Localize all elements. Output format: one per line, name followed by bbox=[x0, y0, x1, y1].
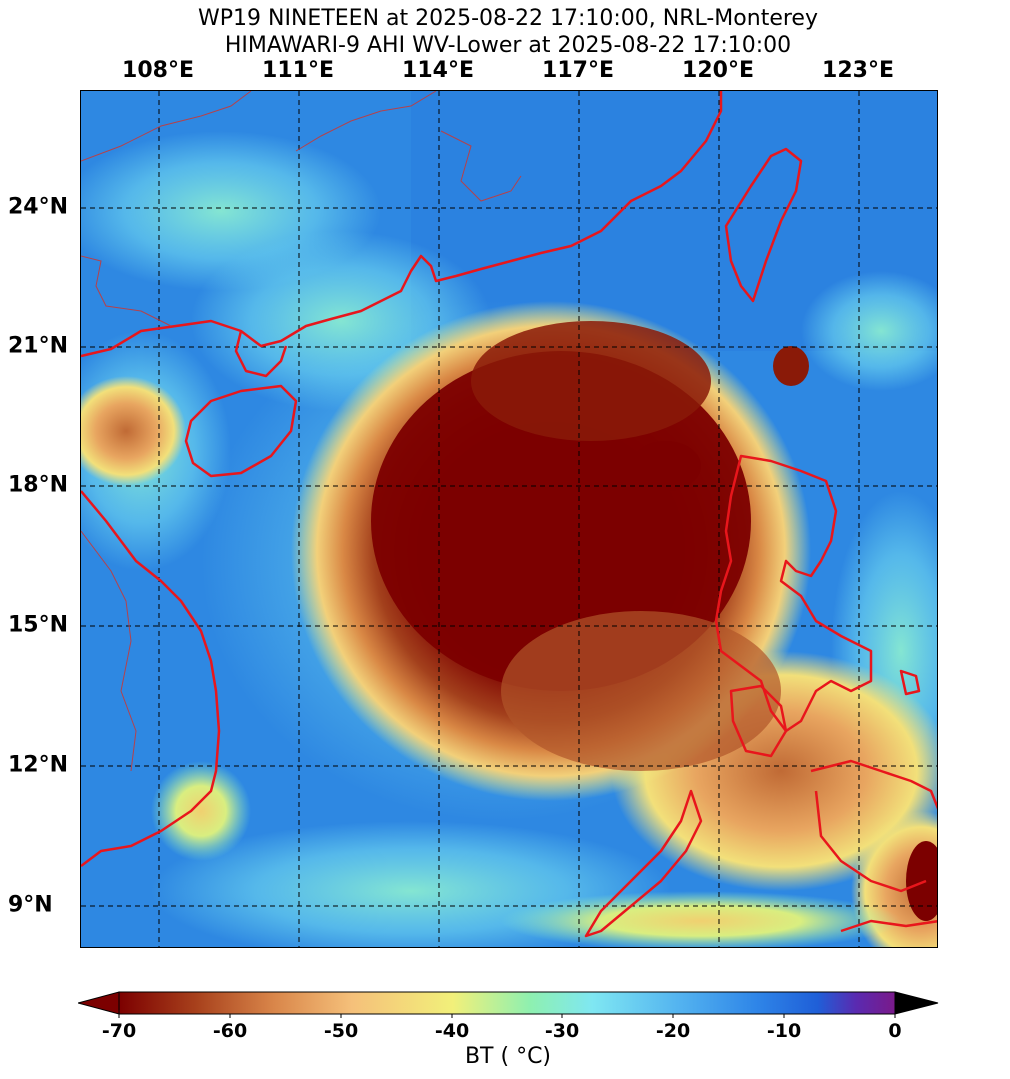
coastline-hainan bbox=[184, 384, 298, 478]
satellite-map[interactable] bbox=[80, 90, 938, 948]
colorbar-tick-minus60: -60 bbox=[212, 1020, 248, 1042]
lon-label-120: 120°E bbox=[682, 58, 754, 83]
colorbar-tick-minus20: -20 bbox=[655, 1020, 691, 1042]
storm-north-band bbox=[471, 321, 711, 441]
storm-south-tail bbox=[501, 611, 781, 771]
lon-label-108: 108°E bbox=[122, 58, 194, 83]
convective-cell-ne bbox=[773, 346, 809, 386]
coastline-taiwan bbox=[724, 147, 803, 303]
coastline-china-south bbox=[81, 91, 723, 358]
lat-label-21: 21°N bbox=[8, 333, 69, 359]
moist-band-ne bbox=[801, 271, 937, 391]
convective-cell-se bbox=[906, 841, 937, 921]
colorbar-tick-minus40: -40 bbox=[434, 1020, 470, 1042]
convective-cell-east bbox=[631, 441, 701, 491]
coastline-leizhou bbox=[234, 330, 288, 378]
storm-core bbox=[371, 351, 751, 691]
coastline-luzon bbox=[714, 454, 873, 733]
colorbar-high-extension bbox=[894, 991, 939, 1015]
colorbar-tick-minus50: -50 bbox=[323, 1020, 359, 1042]
convection-hainan-west bbox=[81, 376, 186, 486]
title-line-2: HIMAWARI-9 AHI WV-Lower at 2025-08-22 17… bbox=[224, 33, 792, 58]
title-line-1: WP19 NINETEEN at 2025-08-22 17:10:00, NR… bbox=[198, 6, 818, 31]
lat-label-24: 24°N bbox=[8, 194, 69, 220]
convection-south-strip bbox=[501, 891, 901, 947]
lon-label-117: 117°E bbox=[542, 58, 614, 83]
colorbar-tick-0: 0 bbox=[888, 1020, 902, 1042]
coastline-mindoro bbox=[729, 684, 788, 758]
lat-label-9: 9°N bbox=[8, 892, 53, 918]
coastline-mindanao bbox=[840, 919, 937, 933]
colorbar-tick-minus30: -30 bbox=[544, 1020, 580, 1042]
colorbar-tick-minus10: -10 bbox=[766, 1020, 802, 1042]
lon-label-123: 123°E bbox=[822, 58, 894, 83]
lon-label-114: 114°E bbox=[402, 58, 474, 83]
colorbar-label: BT ( °C) bbox=[464, 1044, 552, 1069]
lon-label-111: 111°E bbox=[262, 58, 334, 83]
colorbar-low-extension bbox=[78, 991, 120, 1015]
colorbar bbox=[78, 991, 939, 1018]
gridlines bbox=[81, 91, 937, 947]
coastline-palawan bbox=[584, 789, 703, 938]
lat-label-15: 15°N bbox=[8, 612, 69, 638]
map-canvas bbox=[81, 91, 937, 947]
lat-label-12: 12°N bbox=[8, 752, 69, 778]
coastline-visayas bbox=[810, 759, 937, 893]
coastline-vietnam bbox=[81, 490, 221, 867]
colorbar-tick-minus70: -70 bbox=[101, 1020, 137, 1042]
lat-label-18: 18°N bbox=[8, 472, 69, 498]
colorbar-gradient bbox=[118, 991, 896, 1015]
colorbar-tick-marks bbox=[118, 1014, 896, 1018]
coastline-small-island bbox=[899, 669, 921, 696]
borders bbox=[81, 91, 522, 772]
convection-sw-patch bbox=[151, 761, 251, 861]
coastlines bbox=[81, 91, 937, 938]
